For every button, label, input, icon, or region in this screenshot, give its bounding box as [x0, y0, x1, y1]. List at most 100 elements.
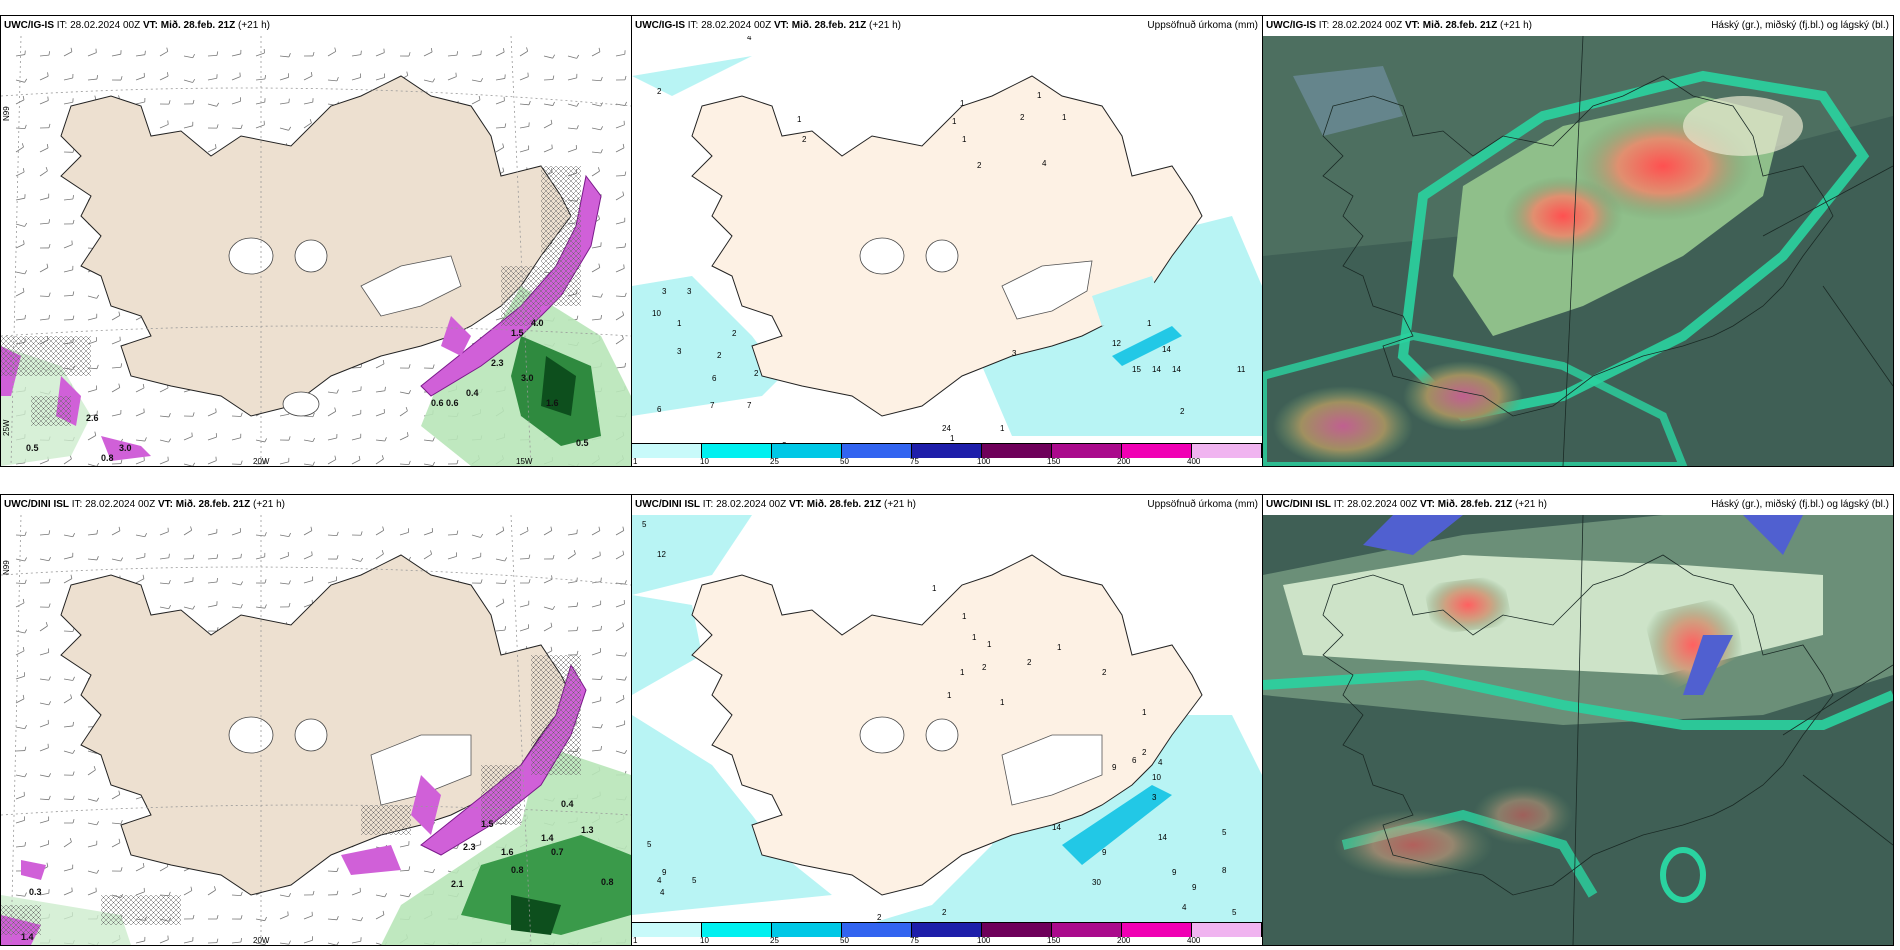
wind-barb — [495, 78, 505, 81]
hatch-line — [55, 340, 92, 377]
wind-barb-flag — [46, 862, 49, 867]
value-label: 1.6 — [501, 847, 514, 857]
precip-map: 5121111211211212469103141493058995432255… — [632, 515, 1262, 945]
hatch-line — [530, 654, 582, 706]
value-label: 4 — [657, 876, 662, 885]
hatch-line — [555, 280, 582, 307]
model-name: UWC/DINI ISL — [4, 499, 69, 510]
wind-barb — [567, 77, 577, 81]
wind-barb — [615, 221, 625, 225]
wind-barb-flag — [600, 724, 603, 729]
hatch-line — [110, 894, 142, 926]
hatch-line — [1, 355, 22, 377]
hatch-line — [100, 894, 132, 926]
wind-barb — [63, 868, 73, 872]
wind-barb — [111, 530, 121, 536]
hatch-line — [1, 924, 12, 936]
wind-barb-flag — [624, 75, 627, 80]
value-label: 2 — [732, 329, 737, 338]
value-label: 1 — [1057, 643, 1062, 652]
wind-barb — [39, 798, 50, 801]
wind-barb-flag — [144, 50, 146, 55]
wind-barb — [15, 318, 25, 321]
wind-barb-flag — [360, 917, 364, 922]
wind-barb-flag — [597, 167, 600, 172]
wind-barb-flag — [576, 602, 579, 607]
wind-barb — [399, 435, 409, 441]
value-label: 2 — [1142, 748, 1147, 757]
wind-barb — [543, 578, 553, 584]
wind-barb-flag — [287, 911, 289, 916]
wind-barb-flag — [192, 914, 195, 919]
hatch-line — [360, 809, 387, 836]
value-label: 5 — [647, 840, 652, 849]
wind-barb — [519, 76, 529, 81]
wind-barb — [39, 197, 49, 201]
wind-barb-flag — [21, 143, 24, 148]
colorbar-seg — [1052, 444, 1122, 458]
wind-barb-flag — [456, 459, 459, 465]
hatch-line — [535, 320, 542, 327]
wind-barb — [63, 798, 74, 800]
hatch-line — [30, 420, 37, 427]
wind-barb — [39, 75, 49, 81]
wind-barb — [279, 413, 289, 417]
wind-barb — [183, 79, 193, 83]
wind-barb-flag — [598, 47, 601, 52]
wind-barb — [111, 340, 121, 345]
wind-barb — [159, 387, 169, 393]
wind-barb — [15, 462, 25, 465]
wind-barb — [39, 892, 49, 896]
hatch-line — [105, 894, 137, 926]
wind-barb-flag — [264, 459, 267, 464]
wind-barb — [135, 556, 145, 560]
value-label: 4 — [1158, 758, 1163, 767]
wind-barb-flag — [48, 603, 51, 608]
wind-barb-flag — [168, 413, 171, 418]
value-label: 14 — [1158, 833, 1167, 842]
wind-barb-flag — [480, 579, 483, 584]
wind-barb-flag — [622, 694, 625, 699]
wind-barb-flag — [334, 455, 337, 460]
colorbar-seg — [632, 923, 702, 937]
wind-barb — [327, 51, 336, 57]
hatch-line — [480, 789, 517, 826]
wind-barb-flag — [456, 51, 459, 56]
wind-barb — [615, 530, 625, 536]
value-label: 6 — [712, 374, 717, 383]
wind-barb — [135, 940, 145, 944]
wind-barb — [591, 267, 600, 273]
hatch-line — [555, 749, 582, 776]
value-label: 12 — [1112, 339, 1121, 348]
wind-barb — [63, 841, 72, 848]
wind-barb-flag — [45, 167, 48, 172]
wind-barb-flag — [600, 675, 603, 680]
wind-barb — [183, 940, 193, 944]
wind-barb-flag — [478, 95, 481, 100]
wind-barb — [135, 460, 145, 465]
value-label: 2 — [1027, 658, 1032, 667]
wind-barb — [255, 606, 265, 609]
wind-barb — [15, 243, 25, 249]
wind-barb-flag — [48, 292, 51, 297]
wind-barb — [447, 54, 457, 57]
wind-barb-flag — [550, 622, 553, 627]
wind-barb — [495, 126, 506, 129]
wind-barb — [471, 79, 481, 83]
value-label: 1 — [932, 584, 937, 593]
wind-barb — [15, 795, 25, 800]
wind-barb-flag — [118, 383, 121, 388]
wind-barb — [543, 79, 554, 81]
wind-barb — [615, 314, 624, 321]
wind-barb-flag — [622, 311, 625, 316]
wind-barb — [303, 75, 313, 81]
hatch-line — [530, 679, 582, 731]
wind-barb — [39, 147, 49, 153]
wind-barb — [423, 439, 433, 442]
wind-barb-flag — [288, 126, 292, 131]
cloud-map — [1263, 36, 1893, 466]
wind-barb — [135, 534, 145, 538]
wind-barb — [87, 844, 97, 848]
wind-barb — [591, 604, 601, 608]
wind-barb — [543, 626, 553, 632]
